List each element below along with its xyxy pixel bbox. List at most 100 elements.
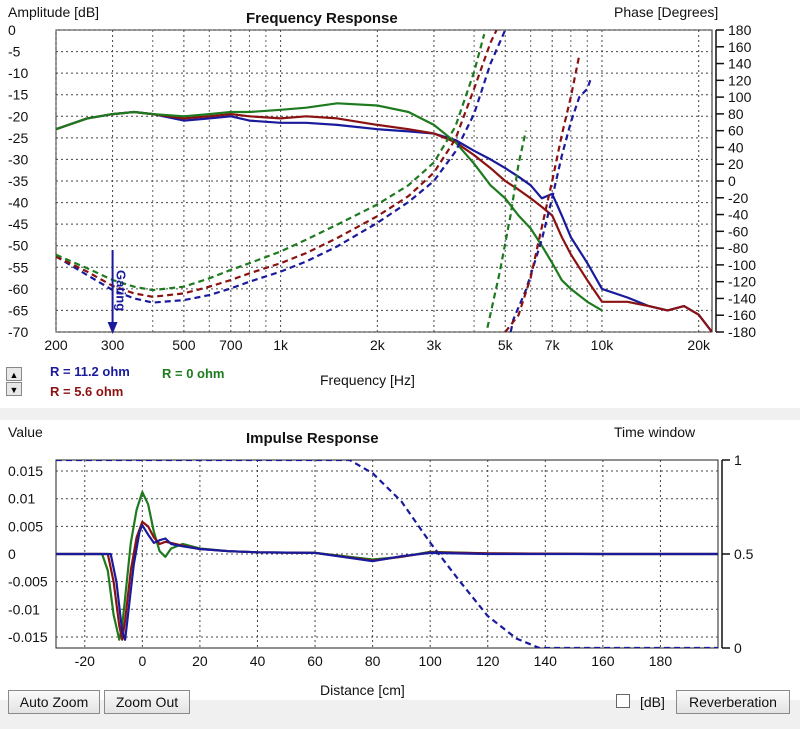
x-tick-label: 20k (687, 337, 711, 353)
impulse-response-chart[interactable]: -20 0 20 40 60 80 100 120 140 160 1800.0150.010.00… (0, 420, 800, 700)
x-tick-label: 7k (545, 337, 561, 353)
x-tick-label: 100 (418, 653, 442, 669)
fr-ylabel: Amplitude [dB] (8, 4, 100, 20)
x-tick-label: 0 (138, 653, 146, 669)
frequency-response-panel: Amplitude [dB] Frequency Response Phase … (0, 0, 800, 408)
series-line-1 (56, 520, 718, 641)
y2-tick-label: -40 (728, 207, 748, 223)
x-tick-label: 10k (591, 337, 615, 353)
impulse-response-area: Value Impulse Response Time window -20 0 2… (0, 420, 800, 700)
y-tick-label: -65 (8, 302, 28, 318)
y-tick-label: -25 (8, 130, 28, 146)
spin-down-button[interactable]: ▼ (6, 382, 22, 396)
y2-tick-label: 140 (728, 56, 752, 72)
fr-title: Frequency Response (246, 10, 398, 27)
y-tick-label: 0.015 (8, 463, 43, 479)
y2-tick-label: 40 (728, 139, 744, 155)
y2-tick-label: -160 (728, 307, 756, 323)
y2-tick-label: 120 (728, 72, 752, 88)
x-tick-label: 1k (273, 337, 289, 353)
series-line-1 (56, 110, 712, 332)
x-tick-label: -20 (75, 653, 95, 669)
y2-tick-label: -100 (728, 257, 756, 273)
y-tick-label: -45 (8, 216, 28, 232)
x-tick-label: 200 (44, 337, 68, 353)
legend-r-11-2: R = 11.2 ohm (50, 364, 130, 379)
legend-r-0: R = 0 ohm (162, 366, 225, 381)
series-line-2 (56, 524, 718, 641)
y-tick-label: -30 (8, 151, 28, 167)
y2-tick-label: -60 (728, 223, 748, 239)
x-tick-label: 2k (370, 337, 386, 353)
y2-tick-label: 20 (728, 156, 744, 172)
db-label: [dB] (640, 694, 665, 710)
y-tick-label: 0 (8, 22, 16, 38)
y2-tick-label: -20 (728, 190, 748, 206)
db-checkbox[interactable] (616, 694, 630, 708)
y2-tick-label: 60 (728, 123, 744, 139)
series-line-2 (56, 102, 603, 312)
y-tick-label: -40 (8, 195, 28, 211)
series-line-5 (56, 33, 527, 329)
frequency-response-chart[interactable]: 200 300 500 700 1k 2k 3k 5k 7k 10k 20k0-5-10-15-20… (0, 0, 800, 408)
y-tick-label: -35 (8, 173, 28, 189)
y2-tick-label: 0 (728, 173, 736, 189)
x-tick-label: 5k (498, 337, 514, 353)
series-line-0 (56, 110, 712, 332)
y-tick-label: -0.01 (8, 601, 40, 617)
x-tick-label: 180 (649, 653, 673, 669)
fr-xlabel: Frequency [Hz] (320, 372, 415, 388)
x-tick-label: 160 (591, 653, 615, 669)
x-tick-label: 500 (172, 337, 196, 353)
ir-y2label: Time window (614, 424, 696, 440)
series-line-0 (56, 491, 718, 641)
y-tick-label: -10 (8, 65, 28, 81)
x-tick-label: 140 (534, 653, 558, 669)
y2-tick-label: -80 (728, 240, 748, 256)
reverberation-button[interactable]: Reverberation (676, 690, 790, 714)
y-tick-label: -15 (8, 87, 28, 103)
gating-marker-arrow (107, 322, 118, 334)
x-tick-label: 700 (219, 337, 243, 353)
y2-tick-label: -120 (728, 274, 756, 290)
y2-tick-label: -140 (728, 290, 756, 306)
y-tick-label: -70 (8, 324, 28, 340)
y-tick-label: 0 (8, 546, 16, 562)
y2-tick-label: -180 (728, 324, 756, 340)
y2-tick-label: 160 (728, 39, 752, 55)
ir-ylabel: Value (8, 424, 43, 440)
zoom-out-button[interactable]: Zoom Out (104, 690, 190, 714)
spin-up-button[interactable]: ▲ (6, 367, 22, 381)
y-tick-label: -0.005 (8, 574, 48, 590)
y2-tick-label: 180 (728, 22, 752, 38)
y-tick-label: -5 (8, 44, 21, 60)
x-tick-label: 300 (101, 337, 125, 353)
ir-xlabel: Distance [cm] (320, 682, 405, 698)
x-tick-label: 80 (365, 653, 381, 669)
y-tick-label: -50 (8, 238, 28, 254)
y2-tick-label: 80 (728, 106, 744, 122)
y-tick-label: 0.005 (8, 518, 43, 534)
x-tick-label: 40 (250, 653, 266, 669)
y-tick-label: -55 (8, 259, 28, 275)
x-tick-label: 120 (476, 653, 500, 669)
y-tick-label: 0.01 (8, 491, 35, 507)
y2-tick-label: 0 (734, 640, 742, 656)
y-tick-label: -0.015 (8, 629, 48, 645)
series-line-3 (56, 30, 592, 332)
y-tick-label: -60 (8, 281, 28, 297)
series-line-3 (56, 460, 718, 648)
y-tick-label: -20 (8, 108, 28, 124)
x-tick-label: 60 (307, 653, 323, 669)
ir-title: Impulse Response (246, 430, 379, 447)
gating-label: Gating (114, 270, 129, 311)
auto-zoom-button[interactable]: Auto Zoom (8, 690, 100, 714)
impulse-response-panel: Value Impulse Response Time window -20 0 2… (0, 414, 800, 729)
plot-frame (55, 29, 713, 333)
y2-tick-label: 0.5 (734, 546, 754, 562)
x-tick-label: 3k (427, 337, 443, 353)
y2-tick-label: 1 (734, 452, 742, 468)
legend-r-5-6: R = 5.6 ohm (50, 384, 124, 399)
x-tick-label: 20 (192, 653, 208, 669)
y2-tick-label: 100 (728, 89, 752, 105)
